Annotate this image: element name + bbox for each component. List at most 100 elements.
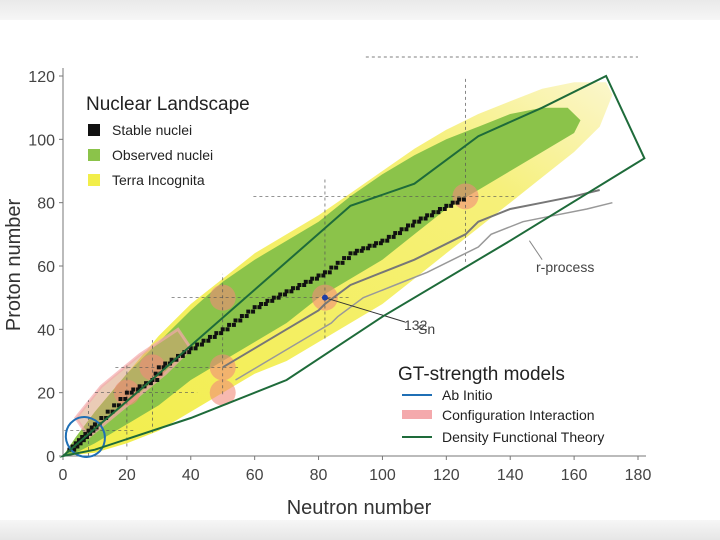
stable-nucleus: [329, 265, 334, 270]
stable-nucleus: [131, 387, 136, 392]
stable-nucleus: [188, 346, 193, 351]
stable-nucleus: [81, 438, 86, 443]
stable-nucleus: [153, 371, 158, 376]
stable-nucleus: [187, 350, 192, 355]
stable-nucleus: [105, 409, 110, 414]
stable-nucleus: [334, 265, 339, 270]
chart-title: Nuclear Landscape: [86, 94, 250, 115]
stable-nucleus: [156, 365, 161, 370]
stable-nucleus: [450, 200, 455, 205]
stable-nucleus: [137, 384, 142, 389]
stable-nucleus: [386, 234, 391, 239]
stable-nucleus: [251, 309, 256, 314]
stable-nucleus: [321, 273, 326, 278]
stable-nucleus: [212, 334, 217, 339]
stable-nucleus: [252, 305, 257, 310]
stable-nucleus: [359, 248, 364, 253]
stable-nucleus: [118, 397, 123, 401]
stable-nucleus: [263, 302, 268, 306]
stable-nucleus: [233, 318, 238, 323]
stable-nucleus: [76, 438, 81, 443]
stable-nucleus: [346, 256, 351, 261]
x-tick-label: 120: [433, 467, 460, 484]
stable-nucleus: [158, 371, 163, 376]
rprocess-pointer: [528, 240, 543, 260]
stable-nucleus: [342, 256, 347, 261]
stable-nucleus: [291, 286, 295, 291]
x-tick-label: 0: [59, 467, 68, 484]
observed-nuclei-region: [63, 107, 581, 456]
x-tick-label: 40: [182, 467, 200, 484]
stable-nucleus: [276, 295, 281, 300]
stable-nucleus: [80, 435, 85, 439]
stable-nucleus: [148, 381, 153, 386]
sn132-mass: 132: [404, 317, 428, 333]
stable-nucleus: [112, 403, 117, 408]
stable-nucleus: [378, 241, 383, 246]
stable-nucleus: [436, 210, 441, 215]
stable-nucleus: [84, 435, 89, 439]
legend-stable-swatch: [88, 124, 100, 136]
sn132-pointer: [324, 297, 406, 323]
y-tick-label: 20: [37, 386, 55, 403]
ab-initio-ellipse: [64, 416, 106, 458]
stable-nucleus: [289, 289, 294, 294]
stable-nucleus: [78, 441, 83, 446]
stable-nucleus: [310, 276, 315, 281]
stable-nucleus: [461, 197, 466, 202]
models-legend-title: GT-strength models: [398, 364, 565, 385]
stable-nucleus: [72, 447, 77, 452]
stable-nucleus: [423, 216, 428, 221]
stable-nucleus: [225, 327, 230, 332]
stable-nucleus: [161, 365, 166, 370]
stable-nucleus: [399, 227, 404, 232]
rprocess-label: r-process: [536, 259, 594, 275]
stable-nucleus: [124, 390, 129, 395]
x-tick-label: 60: [246, 467, 264, 484]
stable-nucleus: [123, 397, 128, 401]
top-band: [0, 0, 720, 20]
stable-nucleus: [201, 338, 206, 343]
stable-nucleus: [284, 289, 289, 294]
rprocess-line: [222, 189, 600, 369]
legend-stable-label: Stable nuclei: [112, 122, 192, 138]
stable-nucleus: [257, 305, 262, 310]
stable-nucleus: [259, 302, 264, 306]
x-tick-label: 100: [369, 467, 396, 484]
stable-nucleus: [193, 346, 198, 351]
stable-nucleus: [174, 357, 179, 362]
stable-nucleus: [271, 295, 276, 300]
stable-nucleus: [136, 387, 141, 392]
stable-nucleus: [144, 381, 149, 386]
stable-nucleus: [340, 260, 345, 265]
stable-nucleus: [220, 327, 225, 332]
stable-nucleus: [129, 390, 134, 395]
stable-nucleus: [444, 203, 449, 208]
stable-nucleus: [195, 342, 200, 347]
y-tick-label: 120: [28, 69, 55, 86]
stable-nucleus: [163, 361, 168, 366]
stable-nucleus: [219, 331, 224, 336]
y-axis-label: Proton number: [3, 199, 25, 332]
stable-nucleus: [73, 441, 78, 446]
stable-nucleus: [303, 279, 308, 284]
stable-nucleus: [417, 219, 422, 224]
stable-nucleus: [457, 197, 462, 202]
stable-nucleus: [155, 378, 160, 382]
legend-terra-label: Terra Incognita: [112, 172, 205, 188]
stable-nucleus: [354, 248, 359, 253]
sn132-symbol: Sn: [418, 321, 435, 337]
stable-nucleus: [297, 283, 302, 287]
stable-nucleus: [238, 318, 243, 323]
legend-ci-label: Configuration Interaction: [442, 407, 595, 423]
stable-nucleus: [429, 213, 434, 218]
stable-nucleus: [244, 314, 249, 319]
stable-nucleus: [206, 338, 211, 343]
stable-nucleus: [246, 309, 251, 314]
stable-nucleus: [316, 273, 321, 278]
stable-nucleus: [398, 231, 403, 236]
stable-nucleus: [366, 246, 371, 251]
stable-nucleus: [410, 223, 415, 228]
legend-observed-swatch: [88, 149, 100, 161]
